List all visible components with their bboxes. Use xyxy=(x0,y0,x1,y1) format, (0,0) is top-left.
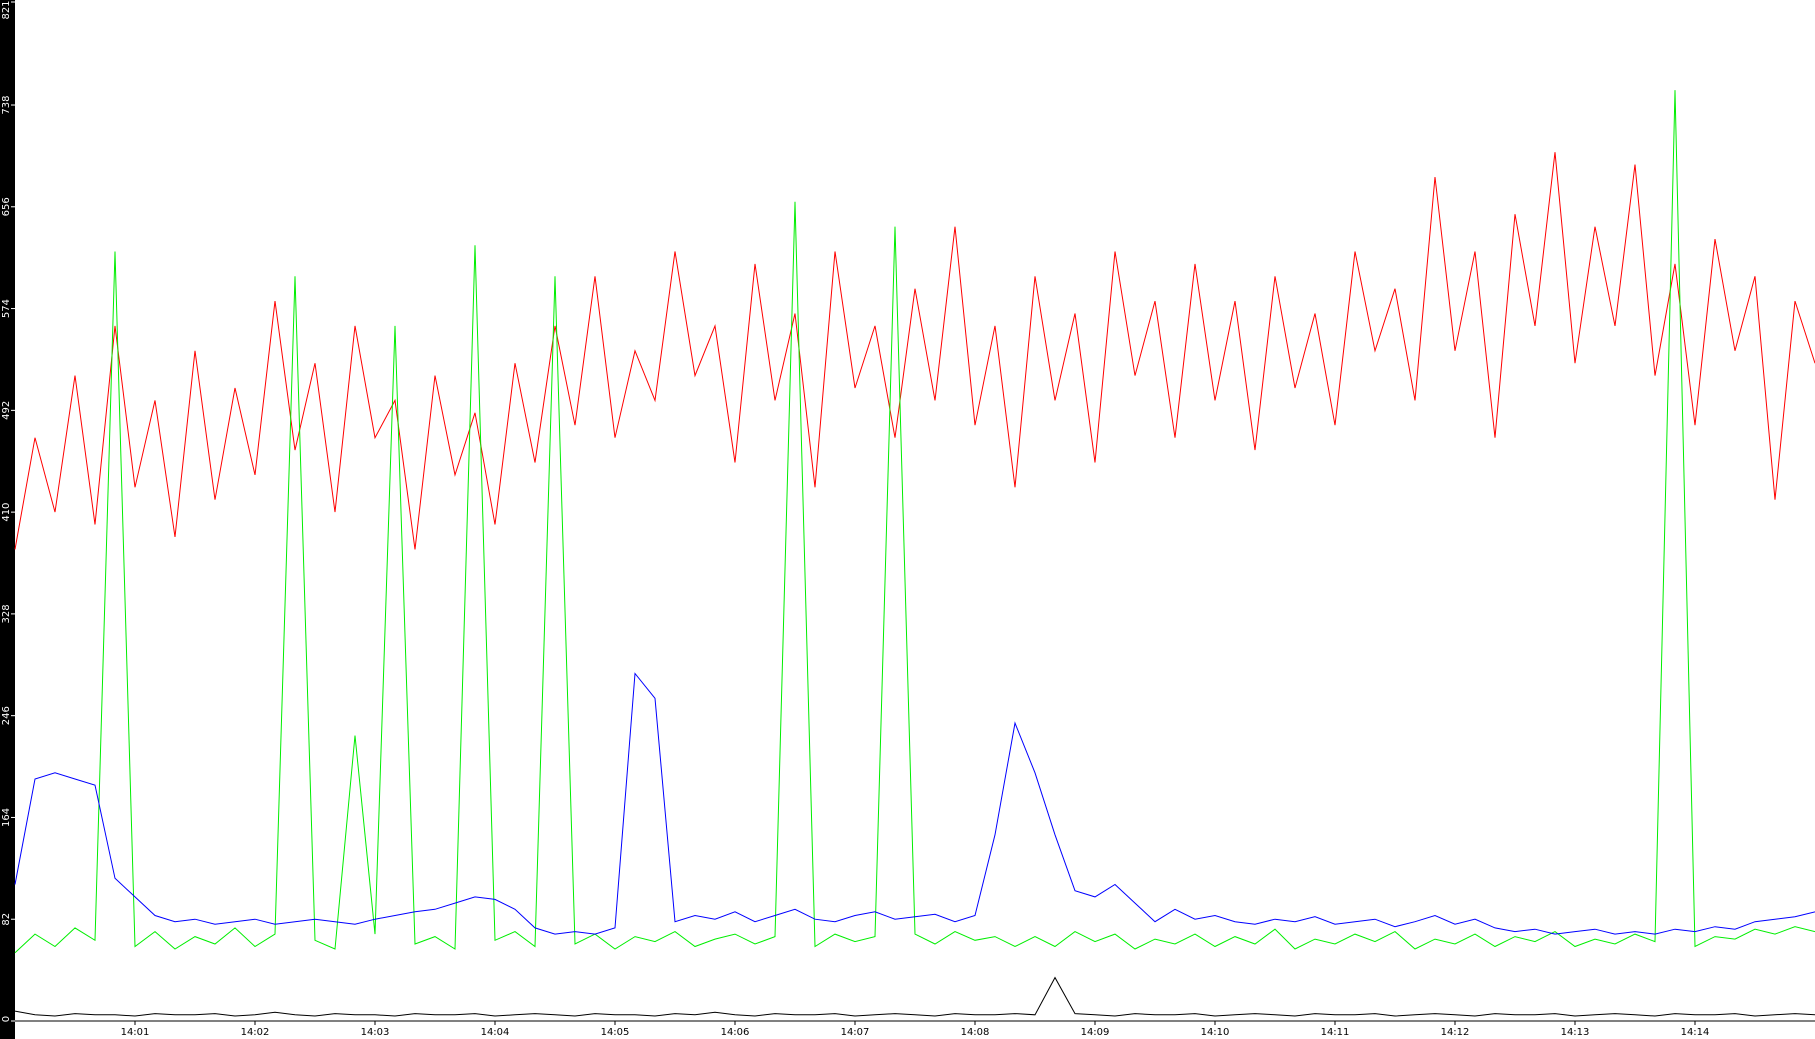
x-tick-label: 14:10 xyxy=(1201,1027,1230,1038)
y-tick-label: 164 xyxy=(1,808,12,827)
series-line xyxy=(14,152,1815,550)
x-tick-label: 14:05 xyxy=(601,1027,630,1038)
y-tick-label: 738 xyxy=(1,95,12,114)
x-tick-label: 14:06 xyxy=(721,1027,750,1038)
x-tick-label: 14:12 xyxy=(1441,1027,1470,1038)
y-tick-label: 656 xyxy=(1,197,12,216)
series-line xyxy=(14,90,1815,954)
y-tick-label: 328 xyxy=(1,604,12,623)
series-line xyxy=(14,672,1815,935)
y-tick-label: 0 xyxy=(1,1016,12,1022)
y-tick-label: 82 xyxy=(1,913,12,926)
y-tick-label: 410 xyxy=(1,503,12,522)
y-tick-label: 821 xyxy=(1,0,12,19)
x-tick-label: 14:03 xyxy=(361,1027,390,1038)
x-tick-label: 14:11 xyxy=(1321,1027,1350,1038)
x-tick-label: 14:01 xyxy=(121,1027,150,1038)
x-tick-label: 14:09 xyxy=(1081,1027,1110,1038)
y-tick-label: 574 xyxy=(1,299,12,318)
x-tick-label: 14:14 xyxy=(1681,1027,1710,1038)
x-tick-label: 14:04 xyxy=(481,1027,510,1038)
y-tick-label: 492 xyxy=(1,401,12,420)
x-tick-label: 14:08 xyxy=(961,1027,990,1038)
x-tick-label: 14:13 xyxy=(1561,1027,1590,1038)
y-tick-label: 246 xyxy=(1,706,12,725)
series-line xyxy=(14,976,1815,1017)
x-tick-label: 14:07 xyxy=(841,1027,870,1038)
y-axis-strip xyxy=(0,0,15,1039)
x-tick-label: 14:02 xyxy=(241,1027,270,1038)
